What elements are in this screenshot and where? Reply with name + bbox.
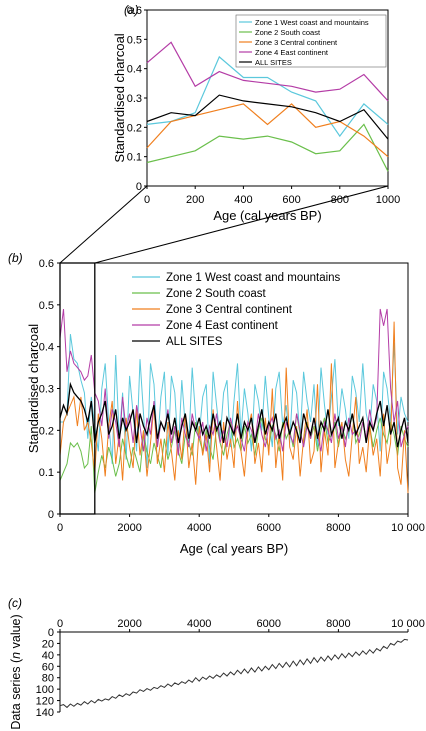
- legend-entry-a: Zone 1 West coast and mountains: [255, 18, 369, 27]
- y-tick-label-a: 0.4: [127, 64, 142, 76]
- y-tick-label-a: 0.1: [127, 152, 142, 164]
- y-tick-label-c: 140: [36, 707, 54, 719]
- x-tick-label-b: 0: [57, 522, 63, 534]
- legend-entry-b: Zone 2 South coast: [166, 288, 267, 300]
- legend-entry-a: Zone 4 East continent: [255, 48, 329, 57]
- legend-entry-a: ALL SITES: [255, 58, 292, 67]
- y-tick-label-a: 0.6: [127, 5, 142, 17]
- x-tick-label-b: 2000: [117, 522, 141, 534]
- legend-entry-b: Zone 3 Central continent: [166, 304, 293, 316]
- series-line-a-1: [146, 123, 389, 172]
- y-tick-label-b: 0.6: [39, 258, 54, 270]
- x-tick-label-a: 400: [234, 194, 252, 206]
- legend-entry-b: Zone 4 East continent: [166, 320, 279, 332]
- panel-label-b: (b): [8, 251, 23, 265]
- x-tick-label-b: 8000: [326, 522, 350, 534]
- legend-entry-a: Zone 3 Central continent: [255, 38, 338, 47]
- x-tick-label-b: 10 000: [391, 522, 425, 534]
- x-tick-label-a: 600: [282, 194, 300, 206]
- panel-label-c: (c): [8, 596, 22, 610]
- y-tick-label-b: 0.1: [39, 467, 54, 479]
- series-line-c: [59, 638, 409, 709]
- zoom-connector-right: [94, 185, 389, 264]
- y-tick-label-c: 80: [42, 673, 54, 685]
- y-axis-title-c: Data series (n value): [9, 614, 23, 729]
- y-tick-label-b: 0.4: [39, 342, 54, 354]
- x-tick-label-c: 6000: [257, 618, 281, 630]
- legend-entry-b: ALL SITES: [166, 336, 223, 348]
- y-axis-title-c-part: n: [9, 652, 23, 659]
- y-tick-label-b: 0.2: [39, 425, 54, 437]
- y-axis-title-a: Standardised charcoal: [112, 33, 127, 162]
- series-line-a-0: [146, 55, 389, 138]
- y-tick-label-a: 0.5: [127, 34, 142, 46]
- x-tick-label-a: 1000: [376, 194, 400, 206]
- x-tick-label-c: 0: [57, 618, 63, 630]
- y-tick-label-a: 0.3: [127, 93, 142, 105]
- series-line-a-4: [146, 94, 389, 140]
- y-tick-label-a: 0: [136, 181, 142, 193]
- y-tick-label-c: 120: [36, 696, 54, 708]
- y-tick-label-c: 40: [42, 650, 54, 662]
- x-tick-label-b: 4000: [187, 522, 211, 534]
- x-tick-label-a: 200: [186, 194, 204, 206]
- x-tick-label-a: 0: [144, 194, 150, 206]
- y-tick-label-b: 0.5: [39, 300, 54, 312]
- y-axis-title-c-part: Data series (: [9, 658, 23, 730]
- x-tick-label-c: 8000: [326, 618, 350, 630]
- series-line-b-2: [59, 321, 409, 494]
- legend-a: [235, 14, 387, 68]
- x-tick-label-c: 2000: [117, 618, 141, 630]
- x-axis-title-a: Age (cal years BP): [213, 208, 321, 223]
- zoom-connector-left: [59, 185, 148, 264]
- series-line-b-0: [60, 334, 409, 469]
- y-tick-label-c: 0: [48, 627, 54, 639]
- y-axis-title-c-part: value): [9, 614, 23, 652]
- y-axis-title-b: Standardised charcoal: [26, 324, 41, 453]
- x-tick-label-c: 10 000: [391, 618, 425, 630]
- y-tick-label-c: 100: [36, 684, 54, 696]
- x-tick-label-b: 6000: [257, 522, 281, 534]
- legend-entry-b: Zone 1 West coast and mountains: [166, 272, 341, 284]
- series-line-a-2: [146, 103, 389, 158]
- y-tick-label-b: 0: [48, 509, 54, 521]
- panel-label-a: (a): [124, 3, 139, 17]
- y-tick-label-a: 0.2: [127, 122, 142, 134]
- x-tick-label-c: 4000: [187, 618, 211, 630]
- highlight-box-b: [59, 262, 96, 515]
- series-line-b-4: [59, 381, 409, 448]
- legend-entry-a: Zone 2 South coast: [255, 28, 321, 37]
- x-axis-title-b: Age (cal years BP): [180, 541, 288, 556]
- series-line-a-3: [146, 41, 389, 102]
- legend-b: [128, 268, 364, 352]
- y-tick-label-c: 60: [42, 661, 54, 673]
- y-tick-label-c: 20: [42, 638, 54, 650]
- y-tick-label-b: 0.3: [39, 384, 54, 396]
